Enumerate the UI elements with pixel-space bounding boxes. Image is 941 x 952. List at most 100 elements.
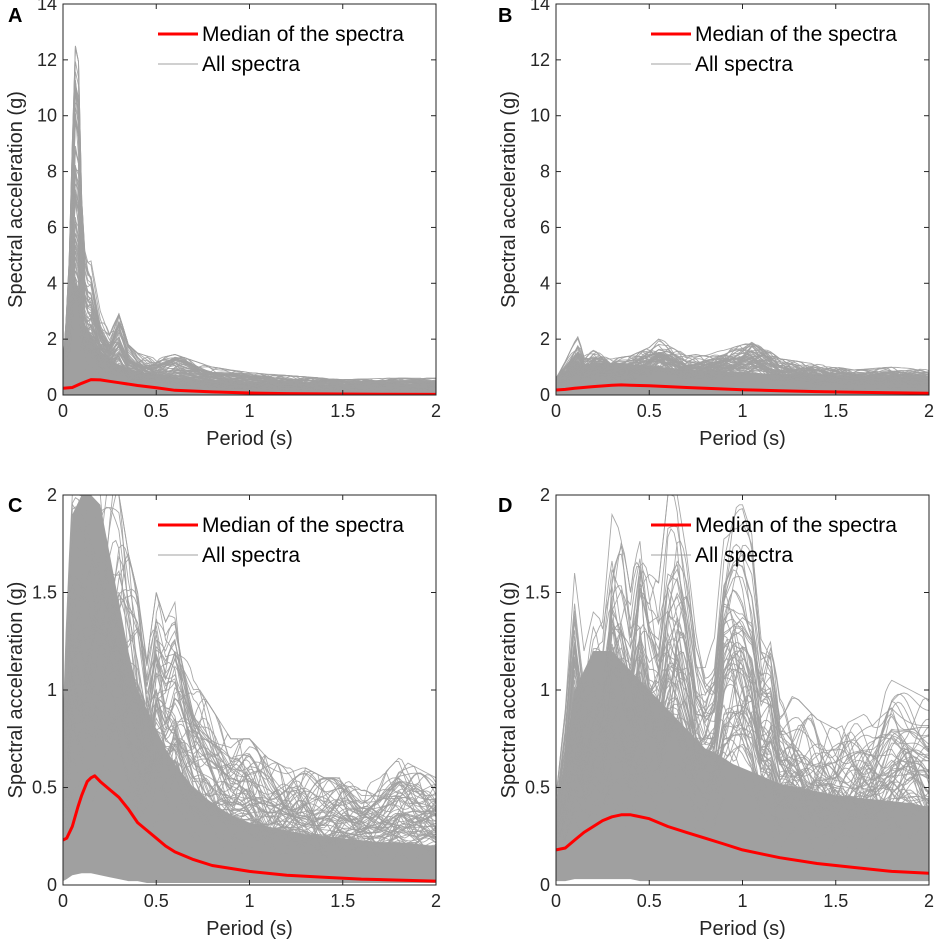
spectrum-line <box>63 555 436 828</box>
y-tick-label: 10 <box>530 106 550 126</box>
y-tick-label: 0 <box>47 385 57 405</box>
spectrum-line <box>63 780 436 863</box>
x-tick-label: 2 <box>431 891 441 911</box>
spectrum-line <box>63 278 436 391</box>
all-spectra-series <box>556 495 929 882</box>
legend: Median of the spectra All spectra <box>158 514 404 567</box>
spectrum-line <box>556 779 929 861</box>
legend-label-median: Median of the spectra <box>695 514 897 537</box>
y-tick-label: 8 <box>540 162 550 182</box>
spectrum-line <box>556 382 929 392</box>
y-tick-label: 2 <box>540 329 550 349</box>
x-tick-label: 1 <box>244 401 254 421</box>
spectrum-line <box>556 363 929 387</box>
x-axis-label: Period (s) <box>699 428 786 450</box>
spectrum-line <box>556 363 929 387</box>
y-tick-label: 2 <box>540 485 550 505</box>
spectrum-line <box>63 664 436 849</box>
plot-area: 0 0.5 1 1.5 2 0 0.5 1 1.5 2 Period (s) Spectral acc… <box>498 485 934 940</box>
spectrum-line <box>556 757 929 849</box>
spectrum-line <box>556 636 929 841</box>
spectrum-line <box>556 343 929 383</box>
y-axis-label: Spectral acceleration (g) <box>5 582 27 799</box>
legend-label-spectra: All spectra <box>695 544 793 567</box>
legend-label-spectra: All spectra <box>695 53 793 76</box>
spectrum-line <box>556 751 929 854</box>
y-tick-label: 0.5 <box>525 778 550 798</box>
legend-label-median: Median of the spectra <box>202 23 404 46</box>
spectrum-line <box>556 560 929 813</box>
y-axis-label: Spectral acceleration (g) <box>498 582 520 799</box>
spectrum-line <box>556 564 929 815</box>
spectrum-line <box>556 703 929 847</box>
spectrum-line <box>556 677 929 841</box>
spectrum-line <box>556 352 929 385</box>
y-tick-label: 0 <box>540 875 550 895</box>
y-tick-label: 6 <box>540 217 550 237</box>
y-tick-label: 12 <box>37 50 57 70</box>
x-tick-label: 0.5 <box>637 891 662 911</box>
panel-d: D 0 0.5 1 1.5 2 0 0.5 1 1.5 2 Period (s) Spectral a… <box>498 485 934 940</box>
spectrum-line <box>63 601 436 841</box>
y-tick-label: 1.5 <box>525 583 550 603</box>
y-tick-label: 2 <box>47 485 57 505</box>
spectrum-line <box>556 638 929 835</box>
spectrum-line <box>556 712 929 844</box>
x-axis-label: Period (s) <box>206 428 293 450</box>
panel-letter: D <box>498 495 512 517</box>
panel-c: C 0 0.5 1 1.5 2 0 0.5 1 1.5 2 Period (s) Spectral a… <box>5 485 441 940</box>
legend-label-median: Median of the spectra <box>695 23 897 46</box>
x-tick-label: 0 <box>551 891 561 911</box>
panel-letter: B <box>498 5 512 27</box>
spectrum-line <box>63 223 436 390</box>
spectrum-line <box>63 666 436 854</box>
all-spectra-series <box>556 335 929 395</box>
legend-label-median: Median of the spectra <box>202 514 404 537</box>
y-tick-label: 6 <box>47 217 57 237</box>
spectrum-line <box>63 587 436 835</box>
x-tick-label: 2 <box>924 891 934 911</box>
y-tick-label: 1.5 <box>32 583 57 603</box>
y-tick-label: 0.5 <box>32 778 57 798</box>
spectrum-line <box>556 540 929 816</box>
y-tick-label: 2 <box>47 329 57 349</box>
legend: Median of the spectra All spectra <box>651 23 897 76</box>
spectrum-line <box>556 495 929 801</box>
spectrum-line <box>63 751 436 863</box>
panel-a: A 0 0.5 1 1.5 2 0 2 4 6 8 10 12 14 Period (s) Spectral… <box>5 0 441 450</box>
y-tick-label: 0 <box>540 385 550 405</box>
median-line <box>556 813 929 875</box>
spectra-band <box>63 495 436 883</box>
spectrum-line <box>63 769 436 864</box>
spectrum-line <box>556 668 929 838</box>
y-tick-label: 1 <box>47 680 57 700</box>
x-tick-label: 0 <box>551 401 561 421</box>
spectrum-line <box>63 224 436 389</box>
spectrum-line <box>63 690 436 844</box>
spectrum-line <box>63 677 436 854</box>
panel-b: B 0 0.5 1 1.5 2 0 2 4 6 8 10 12 14 Period (s) Spectral… <box>498 0 934 450</box>
spectrum-line <box>63 707 436 847</box>
spectrum-line <box>556 563 929 819</box>
x-tick-label: 0.5 <box>144 891 169 911</box>
x-tick-label: 0.5 <box>144 401 169 421</box>
spectrum-line <box>556 757 929 858</box>
spectrum-line <box>63 598 436 840</box>
x-tick-label: 1.5 <box>823 401 848 421</box>
legend: Median of the spectra All spectra <box>158 23 404 76</box>
spectrum-line <box>63 217 436 389</box>
spectrum-line <box>556 543 929 816</box>
spectrum-line <box>556 349 929 380</box>
spectrum-line <box>556 350 929 383</box>
spectrum-line <box>63 631 436 832</box>
y-tick-label: 12 <box>530 50 550 70</box>
legend-label-spectra: All spectra <box>202 544 300 567</box>
y-axis-label: Spectral acceleration (g) <box>498 91 520 308</box>
spectrum-line <box>63 194 436 387</box>
spectrum-line <box>556 615 929 829</box>
panel-letter: A <box>8 5 22 27</box>
spectrum-line <box>63 84 436 384</box>
x-axis-label: Period (s) <box>699 918 786 940</box>
y-tick-label: 14 <box>530 0 550 14</box>
spectrum-line <box>63 544 436 831</box>
